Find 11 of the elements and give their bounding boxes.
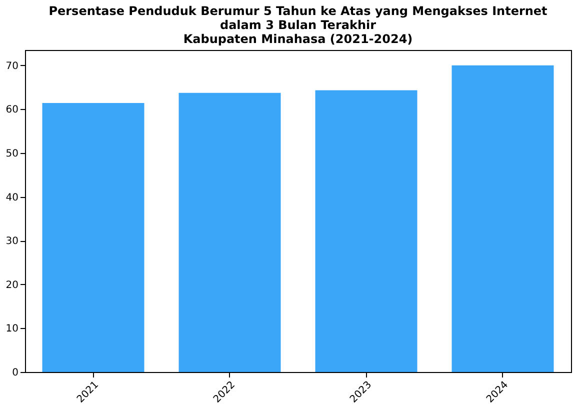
text: Kabupaten Minahasa (2021-2024)	[183, 32, 413, 46]
y-tick-label: 40	[6, 192, 18, 204]
y-tick-label: 10	[6, 324, 18, 335]
y-tick-label: 50	[6, 148, 18, 160]
y-tick-label: 20	[6, 280, 18, 291]
y-tick-label: 60	[6, 104, 18, 116]
text: Persentase Penduduk Berumur 5 Tahun ke Atas yang Mengakses Internet	[48, 4, 548, 18]
y-tick-label: 30	[6, 236, 18, 248]
y-tick-label: 0	[12, 368, 18, 378]
y-tick-label: 70	[6, 60, 18, 72]
text: dalam 3 Bulan Terakhir	[220, 18, 376, 32]
